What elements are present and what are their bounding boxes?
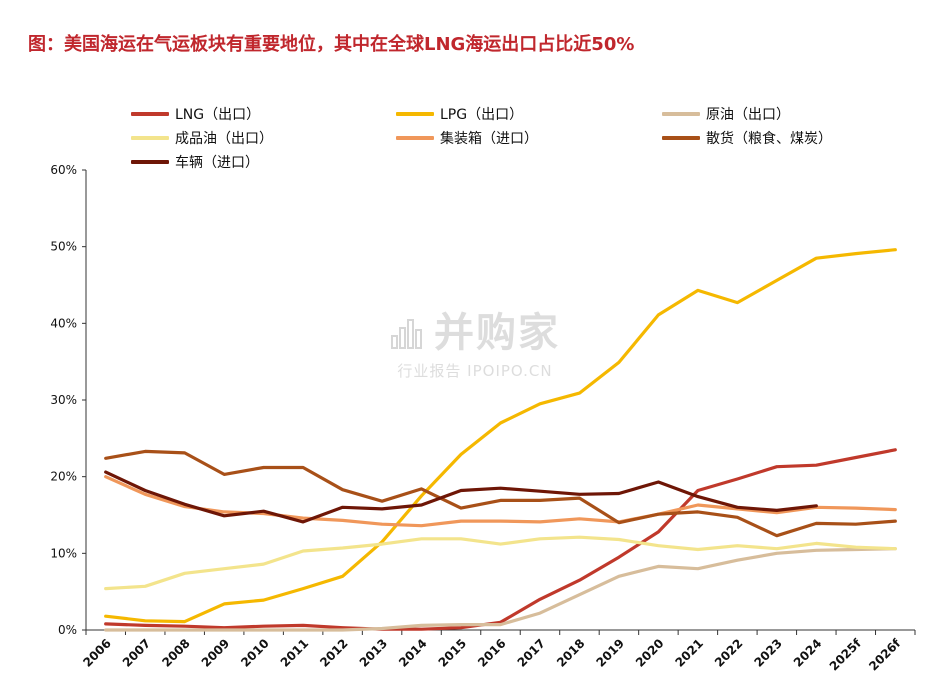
x-tick-label: 2014 <box>396 636 430 670</box>
x-tick-label: 2013 <box>357 636 391 670</box>
y-tick-label: 20% <box>50 470 77 484</box>
legend-label: LPG（出口） <box>440 107 524 123</box>
x-tick-label: 2015 <box>436 636 470 670</box>
x-tick-label: 2021 <box>672 636 706 670</box>
y-tick-label: 60% <box>50 163 77 177</box>
x-tick-label: 2010 <box>238 636 272 670</box>
x-tick-label: 2017 <box>515 636 549 670</box>
series-line-4 <box>104 475 897 528</box>
legend-swatch <box>131 112 169 116</box>
legend-label: 车辆（进口） <box>175 155 259 171</box>
legend-swatch <box>131 136 169 140</box>
legend-swatch <box>396 112 434 116</box>
legend-swatch <box>662 112 700 116</box>
legend-label: LNG（出口） <box>175 107 261 123</box>
legend-swatch <box>662 136 700 140</box>
legend-item-refined: 成品油（出口） <box>131 128 273 148</box>
x-tick-label: 2020 <box>633 636 667 670</box>
series-line-1 <box>104 248 897 624</box>
legend-label: 集装箱（进口） <box>440 131 538 147</box>
y-tick-label: 30% <box>50 393 77 407</box>
y-tick-label: 50% <box>50 240 77 254</box>
y-tick-label: 10% <box>50 546 77 560</box>
series-line-6 <box>104 470 818 524</box>
x-tick-label: 2024 <box>791 636 825 670</box>
legend-item-lpg: LPG（出口） <box>396 104 523 124</box>
legend-label: 原油（出口） <box>706 107 790 123</box>
x-tick-label: 2006 <box>80 636 114 670</box>
x-tick-label: 2022 <box>712 636 746 670</box>
x-tick-label: 2019 <box>594 636 628 670</box>
legend-label: 成品油（出口） <box>175 131 273 147</box>
legend-item-container: 集装箱（进口） <box>396 128 538 148</box>
series-line-2 <box>104 547 897 632</box>
series-line-5 <box>104 449 897 538</box>
chart-title: 图：美国海运在气运板块有重要地位，其中在全球LNG海运出口占比近50% <box>28 34 635 55</box>
y-tick-label: 0% <box>58 623 77 637</box>
series-line-0 <box>104 448 897 631</box>
x-tick-label: 2023 <box>751 636 785 670</box>
x-tick-label: 2008 <box>159 636 193 670</box>
legend-swatch <box>131 160 169 164</box>
legend-swatch <box>396 136 434 140</box>
x-tick-label: 2016 <box>475 636 509 670</box>
x-tick-label: 2025f <box>827 636 865 674</box>
x-tick-label: 2007 <box>120 636 154 670</box>
legend-item-bulk: 散货（粮食、煤炭） <box>662 128 832 148</box>
legend-label: 散货（粮食、煤炭） <box>706 131 832 147</box>
x-tick-label: 2018 <box>554 636 588 670</box>
x-tick-label: 2026f <box>866 636 904 674</box>
x-tick-label: 2011 <box>278 636 312 670</box>
x-tick-label: 2009 <box>199 636 233 670</box>
series-line-3 <box>104 535 897 591</box>
legend-item-vehicles: 车辆（进口） <box>131 152 259 172</box>
legend-item-lng: LNG（出口） <box>131 104 260 124</box>
y-tick-label: 40% <box>50 316 77 330</box>
x-tick-label: 2012 <box>317 636 351 670</box>
legend-item-crude: 原油（出口） <box>662 104 790 124</box>
